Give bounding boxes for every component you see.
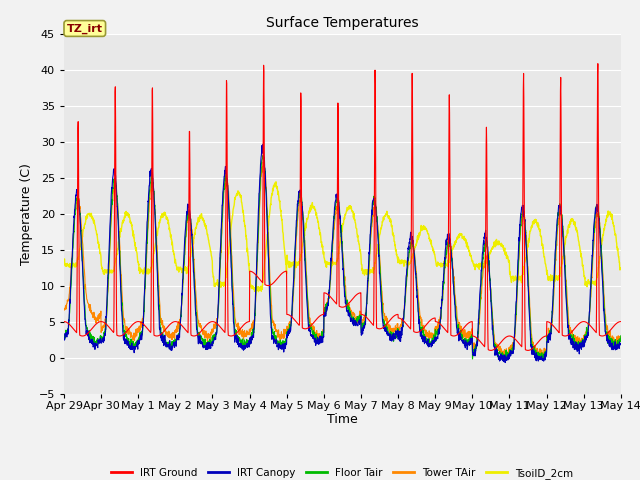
Text: TZ_irt: TZ_irt: [67, 24, 103, 34]
Y-axis label: Temperature (C): Temperature (C): [20, 163, 33, 264]
Legend: IRT Ground, IRT Canopy, Floor Tair, Tower TAir, TsoilD_2cm: IRT Ground, IRT Canopy, Floor Tair, Towe…: [107, 464, 578, 480]
X-axis label: Time: Time: [327, 413, 358, 426]
Title: Surface Temperatures: Surface Temperatures: [266, 16, 419, 30]
